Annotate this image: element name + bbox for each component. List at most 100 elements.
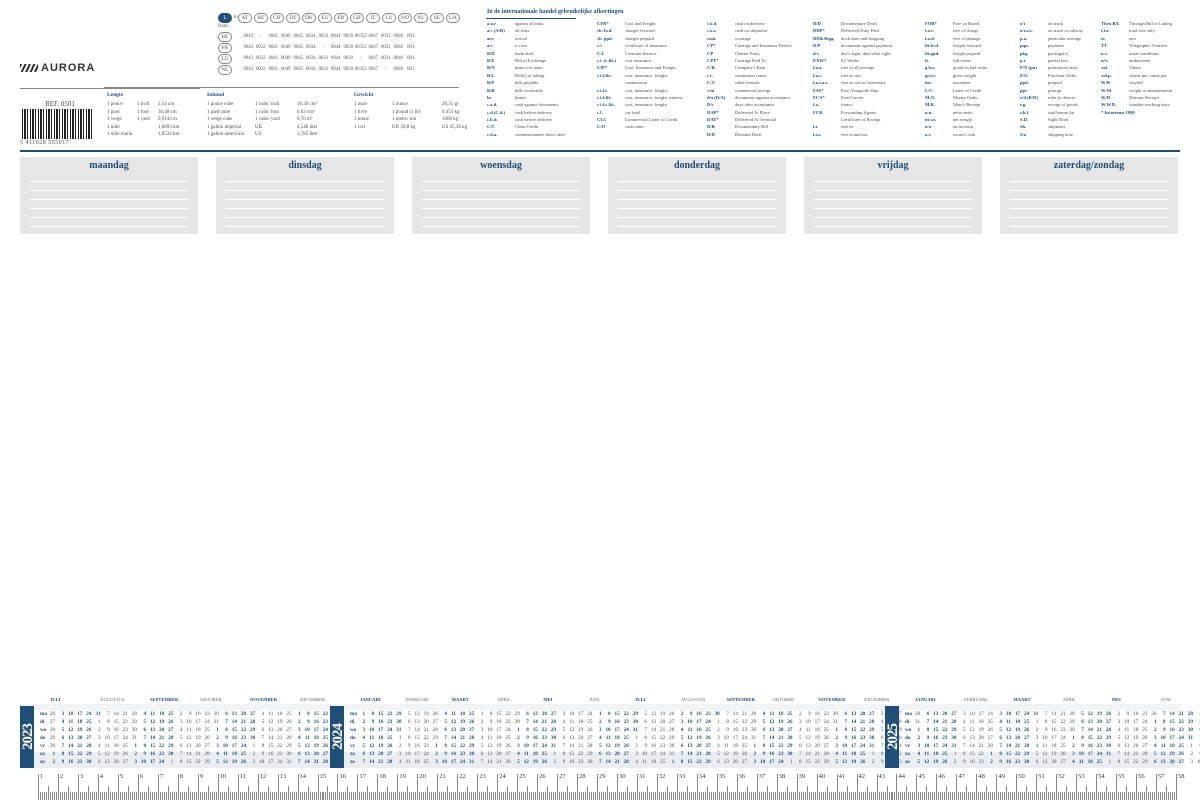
abbreviation-row: B/D bank draft: [487, 50, 582, 57]
calendar-day: 20: [195, 743, 201, 749]
month-label: FEBRUARI: [964, 697, 987, 702]
calendar-day: 19: [893, 727, 901, 733]
calendar-day: 7: [1081, 727, 1084, 733]
calendar-day: 15: [732, 719, 738, 725]
ruler-minor-tick: [209, 792, 211, 800]
abbreviation-row: t.l.o. total loss only: [1101, 27, 1196, 34]
abbreviation-code: D/P: [813, 43, 821, 49]
ruler-minor-tick: [802, 792, 804, 800]
calendar-day: 7: [1117, 751, 1121, 757]
ruler-minor-tick: [1144, 792, 1146, 800]
calendar-day: 25: [387, 735, 393, 741]
dial-code: -: [359, 56, 362, 61]
ruler-minor-tick: [507, 786, 509, 800]
dial-code: 0043: [243, 45, 254, 50]
abbreviation-meaning: particular average: [1048, 35, 1082, 41]
ruler-minor-tick: [153, 792, 155, 800]
ruler-minor-tick: [764, 792, 766, 800]
calendar-day: 2: [598, 719, 602, 725]
abbreviation-code: o/r.o.s.: [1020, 28, 1033, 34]
abbreviation-row: c.d.a. commissionaire direct after: [487, 131, 582, 138]
dial-code: 0043: [243, 67, 254, 72]
ruler-major-tick: [77, 774, 79, 800]
calendar-day: 9: [371, 719, 375, 725]
dial-code: -: [322, 45, 325, 50]
conversion-row: 1 livre 1 pound (1 lb) 0,453 kg: [354, 109, 482, 117]
calendar-day: 2: [298, 719, 301, 725]
abbreviations-title: In de internationale handel gebruikelijk…: [487, 9, 624, 15]
calendar-day: 9: [188, 711, 192, 717]
ruler-major-tick: [197, 774, 199, 800]
abbreviation-row: c.i. (c.&i.) cost insurance: [597, 57, 692, 64]
ruler-major-tick: [1016, 774, 1018, 800]
calendar-day: 27: [86, 735, 92, 741]
abbreviation-row: c.o.s. cash on shipment: [707, 27, 802, 34]
calendar-day: 2: [435, 751, 438, 757]
calendar-day: 1: [753, 743, 757, 749]
calendar-day: 23: [122, 727, 128, 733]
calendar-day: 22: [1060, 719, 1066, 725]
writing-line: [422, 226, 580, 227]
calendar-day: 16: [195, 711, 201, 717]
conversion-cell: UK 50,8 kg: [392, 124, 416, 130]
ruler-minor-tick: [59, 792, 61, 800]
calendar-day: 24: [623, 727, 629, 733]
calendar-day: 30: [669, 743, 675, 749]
calendar-day: 30: [86, 759, 92, 765]
ruler-minor-tick: [503, 792, 505, 800]
calendar-day: 23: [741, 727, 748, 733]
calendar-day: 6: [1081, 719, 1084, 725]
abbreviation-meaning: Clean Credit: [515, 124, 539, 130]
conversion-cell: 1 mile: [107, 124, 120, 130]
calendar-day: 24: [1142, 719, 1148, 725]
writing-line: [814, 208, 972, 209]
ruler-minor-tick: [249, 792, 251, 800]
calendar-day: 15: [186, 759, 192, 765]
ruler-minor-tick: [750, 792, 752, 800]
ruler-minor-tick: [361, 792, 363, 800]
calendar-day: 4: [216, 751, 219, 757]
abbreviation-row: FOB* Free on Board: [925, 20, 1020, 27]
calendar-day: 10: [569, 711, 575, 717]
calendar-day: 30: [469, 751, 475, 757]
writing-line: [618, 226, 776, 227]
weekday-label: di: [350, 719, 355, 725]
calendar-day: 19: [1096, 711, 1102, 717]
abbreviation-meaning: cash against documents: [515, 102, 559, 108]
ruler-minor-tick: [359, 792, 361, 800]
calendar-day: 23: [159, 751, 165, 757]
calendar-day: 28: [1142, 751, 1148, 757]
abbreviation-meaning: Carriage Paid To: [735, 57, 766, 63]
calendar-day: 27: [787, 727, 793, 733]
calendar-day: 13: [1124, 743, 1130, 749]
calendar-day: 20: [541, 711, 547, 717]
ruler-major-tick: [557, 774, 559, 800]
abbreviation-row: S.D. Sight Draft: [1020, 116, 1115, 123]
ruler-minor-tick: [509, 792, 511, 800]
calendar-day: 29: [396, 711, 402, 717]
abbreviation-code: g.b.o.: [925, 65, 936, 71]
calendar-day: 1: [1035, 719, 1039, 725]
abbreviation-row: B/L Bill(s) of lading: [487, 72, 582, 79]
abbreviation-row: * Incoterms 1990: [1101, 109, 1196, 116]
weekday-label: vr: [350, 743, 355, 749]
ruler-minor-tick: [884, 792, 886, 800]
ruler-minor-tick: [730, 792, 732, 800]
calendar-day: 3: [517, 743, 520, 749]
conversion-row: 1 verge cube 1 cubic yard 0,76 m³: [207, 116, 342, 124]
ruler-minor-tick: [491, 792, 493, 800]
calendar-day: 28: [1105, 727, 1112, 733]
ruler-minor-tick: [998, 792, 1000, 800]
abbreviation-meaning: Delivered At Place: [735, 109, 770, 115]
ruler-minor-tick: [167, 786, 169, 800]
calendar-day: 4: [61, 719, 65, 725]
ruler-minor-tick: [603, 792, 604, 800]
abbreviation-meaning: brutto: [515, 94, 526, 100]
month-label: DECEMBER: [864, 697, 890, 702]
calendar-day: 26: [705, 735, 711, 741]
abbreviation-meaning: Delivered Duty Paid: [841, 28, 879, 34]
ruler-minor-tick: [69, 792, 71, 800]
ruler-minor-tick: [622, 792, 624, 800]
ruler-minor-tick: [187, 786, 189, 800]
calendar-day: 28: [587, 743, 593, 749]
